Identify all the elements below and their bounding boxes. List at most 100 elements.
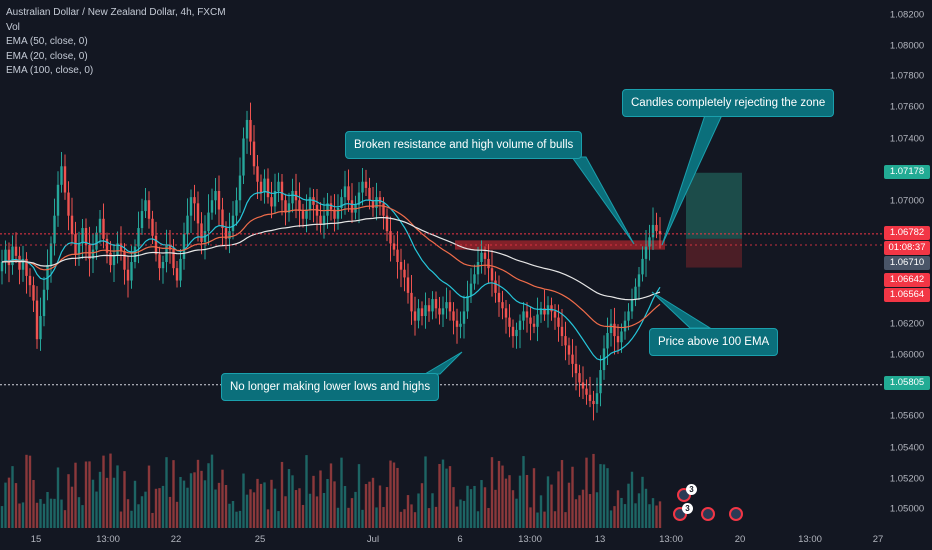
volume-bar — [81, 505, 84, 528]
candle-body — [567, 345, 571, 355]
ema50-line — [1, 205, 661, 329]
candle-body — [469, 283, 473, 296]
volume-bar — [396, 467, 399, 528]
callout-pointer — [571, 156, 635, 245]
ema100-indicator-label[interactable]: EMA (100, close, 0) — [6, 65, 94, 76]
time-axis[interactable]: 15 13:00 22 25 Jul 6 13:00 13 13:00 20 13:00 27 — [0, 530, 884, 550]
volume-bar — [46, 491, 49, 528]
volume-bar — [375, 507, 378, 528]
candle-body — [14, 246, 18, 256]
volume-bar — [424, 456, 427, 528]
volume-bar — [112, 477, 116, 528]
price-tick-label: 1.05400 — [889, 442, 925, 454]
stop-price-tag: 1.06642 — [884, 273, 930, 287]
volume-bar — [105, 477, 109, 528]
volume-bar — [14, 483, 18, 528]
volume-bar — [140, 496, 144, 528]
volume-bar — [291, 475, 294, 528]
volume-bar — [210, 454, 214, 528]
volume-bar — [399, 511, 403, 528]
volume-bar — [536, 512, 539, 528]
volume-bar — [382, 507, 385, 528]
callout-price-above-ema[interactable]: Price above 100 EMA — [649, 328, 779, 356]
economic-event-icon[interactable] — [701, 507, 715, 521]
candle-body — [161, 262, 165, 269]
volume-bar — [287, 469, 291, 528]
volume-bar — [532, 468, 536, 528]
volume-bar — [74, 462, 77, 528]
volume-bar — [273, 488, 277, 528]
volume-bar — [67, 474, 70, 528]
volume-bar — [364, 484, 368, 528]
volume-bar — [336, 507, 340, 528]
candle-body — [0, 262, 4, 272]
candle-body — [130, 262, 133, 281]
volume-bar — [441, 459, 445, 528]
candle-body — [207, 212, 210, 232]
volume-bar — [84, 461, 88, 528]
callout-rejecting-zone[interactable]: Candles completely rejecting the zone — [622, 89, 835, 117]
candle-body — [322, 215, 326, 225]
volume-bar — [466, 485, 469, 528]
volume-bar — [182, 480, 186, 528]
volume-bar — [151, 512, 154, 528]
volume-bar — [389, 460, 392, 528]
candle-body — [84, 228, 88, 246]
volume-bar — [462, 500, 466, 528]
price-tick-label: 1.08200 — [889, 9, 925, 21]
candle-body — [620, 331, 623, 343]
candle-body — [595, 393, 599, 405]
price-tick-label: 1.08000 — [889, 40, 925, 52]
candle-body — [287, 203, 291, 213]
volume-bar — [158, 488, 161, 528]
symbol-title[interactable]: Australian Dollar / New Zealand Dollar, … — [6, 7, 226, 18]
callout-lower-lows[interactable]: No longer making lower lows and highs — [221, 373, 440, 401]
candle-body — [571, 354, 574, 364]
volume-bar — [280, 461, 284, 528]
volume-bar — [49, 498, 53, 528]
volume-bar — [315, 496, 319, 528]
volume-bar — [301, 504, 305, 528]
volume-bar — [550, 484, 553, 528]
candle-body — [371, 200, 375, 208]
candle-body — [389, 231, 392, 244]
volume-indicator-label[interactable]: Vol — [6, 21, 20, 33]
time-tick-label: Jul — [366, 534, 380, 545]
chart-legend: Australian Dollar / New Zealand Dollar, … — [6, 6, 226, 79]
volume-bar — [385, 487, 389, 528]
candle-body — [340, 197, 343, 208]
ema50-indicator-label[interactable]: EMA (50, close, 0) — [6, 36, 88, 47]
economic-event-icon[interactable] — [729, 507, 743, 521]
volume-bar — [312, 475, 315, 528]
time-tick-label: 6 — [457, 534, 463, 545]
volume-bar — [333, 481, 336, 528]
candle-body — [644, 246, 648, 259]
current-price-tag: 1.06782 — [884, 226, 930, 240]
candle-body — [133, 246, 137, 262]
volume-bar — [592, 453, 595, 528]
candle-body — [375, 197, 378, 208]
candle-body — [333, 209, 336, 219]
candle-body — [616, 336, 620, 343]
candle-body — [270, 197, 273, 207]
volume-bar — [63, 510, 67, 528]
candle-body — [536, 314, 539, 327]
candle-body — [553, 311, 557, 318]
target-price-tag: 1.07178 — [884, 165, 930, 179]
candle-body — [557, 317, 560, 327]
callout-pointer — [423, 351, 463, 375]
volume-bar — [508, 475, 511, 528]
candle-body — [427, 305, 431, 312]
callout-broken-resistance[interactable]: Broken resistance and high volume of bul… — [345, 131, 583, 159]
ema20-indicator-label[interactable]: EMA (20, close, 0) — [6, 50, 88, 62]
volume-bar — [518, 475, 522, 528]
volume-bar — [7, 477, 11, 528]
time-tick-label: 22 — [170, 534, 182, 545]
volume-bar — [25, 454, 28, 528]
candle-body — [179, 258, 182, 281]
candle-body — [504, 308, 508, 318]
volume-bar — [235, 511, 238, 528]
volume-bar — [641, 476, 644, 528]
